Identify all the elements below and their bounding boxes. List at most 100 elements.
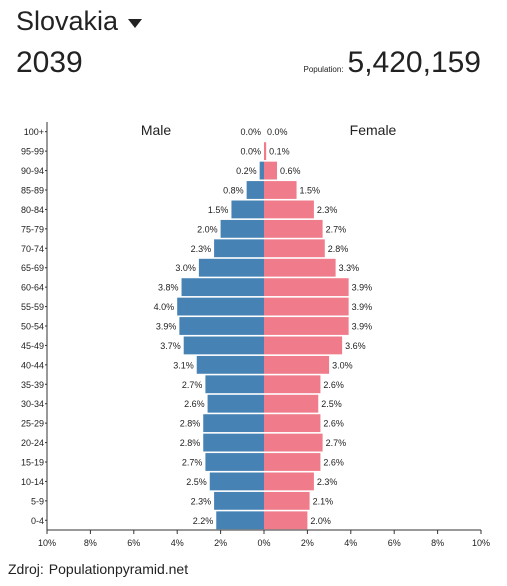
caret-down-icon (128, 19, 143, 28)
male-bar (246, 181, 264, 199)
male-value-label: 2.7% (182, 458, 203, 468)
female-bar (264, 433, 323, 452)
age-group-label: 50-54 (21, 322, 44, 332)
male-value-label: 2.7% (182, 380, 203, 390)
male-bar (203, 414, 264, 433)
male-bar (181, 278, 264, 297)
x-tick-label: 4% (344, 538, 357, 548)
female-bar (264, 239, 325, 258)
female-value-label: 0.6% (280, 166, 301, 176)
female-bar (264, 511, 308, 530)
male-bar (214, 239, 264, 258)
female-bar (264, 491, 310, 510)
female-bar (264, 414, 321, 433)
age-group-label: 5-9 (31, 496, 44, 506)
male-value-label: 2.5% (186, 477, 207, 487)
x-tick-label: 8% (84, 538, 97, 548)
age-group-label: 70-74 (21, 244, 44, 254)
male-bar (203, 433, 264, 452)
female-value-label: 2.5% (321, 399, 342, 409)
female-value-label: 2.7% (326, 438, 347, 448)
age-group-label: 100+ (24, 127, 44, 137)
age-group-label: 55-59 (21, 302, 44, 312)
male-value-label: 4.0% (154, 302, 175, 312)
age-group-label: 85-89 (21, 186, 44, 196)
female-value-label: 2.8% (328, 244, 349, 254)
male-value-label: 3.9% (156, 322, 177, 332)
age-group-label: 75-79 (21, 224, 44, 234)
female-bar (264, 297, 349, 316)
age-group-label: 20-24 (21, 438, 44, 448)
x-tick-label: 10% (38, 538, 56, 548)
population-summary: Population: 5,420,159 (304, 46, 482, 80)
female-value-label: 1.5% (300, 186, 321, 196)
female-bar (264, 453, 321, 471)
male-value-label: 0.2% (236, 166, 257, 176)
female-bar (264, 219, 323, 238)
female-value-label: 2.6% (323, 380, 344, 390)
age-group-label: 10-14 (21, 477, 44, 487)
female-value-label: 0.1% (269, 147, 290, 157)
male-value-label: 2.0% (197, 224, 218, 234)
female-value-label: 3.0% (332, 360, 353, 370)
age-group-label: 80-84 (21, 205, 44, 215)
female-value-label: 3.9% (352, 322, 373, 332)
country-name: Slovakia (16, 6, 119, 36)
age-group-label: 65-69 (21, 263, 44, 273)
male-bar (259, 161, 264, 180)
female-bar (264, 200, 314, 219)
male-bar (177, 297, 264, 316)
male-bar (216, 511, 264, 530)
female-bar (264, 278, 349, 297)
source-link[interactable]: Populationpyramid.net (48, 561, 189, 577)
female-bar (264, 472, 314, 491)
x-tick-label: 10% (472, 538, 490, 548)
female-bar (264, 161, 278, 180)
x-tick-label: 0% (257, 538, 270, 548)
male-value-label: 2.3% (191, 496, 212, 506)
population-label: Population: (303, 65, 344, 74)
x-tick-label: 2% (301, 538, 314, 548)
male-value-label: 2.2% (193, 516, 214, 526)
male-bar (183, 336, 264, 355)
male-bar (179, 317, 264, 335)
male-value-label: 3.7% (160, 341, 181, 351)
x-tick-label: 8% (431, 538, 444, 548)
female-value-label: 2.0% (310, 516, 331, 526)
x-tick-label: 6% (388, 538, 401, 548)
age-group-label: 35-39 (21, 380, 44, 390)
source-label: Zdroj: (8, 561, 44, 577)
age-group-label: 15-19 (21, 458, 44, 468)
female-bar (264, 258, 336, 277)
female-bar (264, 375, 321, 394)
female-bar (264, 181, 297, 199)
x-tick-label: 2% (214, 538, 227, 548)
age-group-label: 90-94 (21, 166, 44, 176)
female-value-label: 2.7% (326, 224, 347, 234)
female-value-label: 2.1% (313, 496, 334, 506)
female-value-label: 3.6% (345, 341, 366, 351)
age-group-label: 25-29 (21, 419, 44, 429)
male-value-label: 2.8% (180, 419, 201, 429)
male-bar (231, 200, 264, 219)
age-group-label: 0-4 (31, 516, 44, 526)
female-value-label: 2.6% (323, 458, 344, 468)
male-value-label: 0.0% (240, 147, 261, 157)
female-bar (264, 336, 343, 355)
age-group-label: 95-99 (21, 147, 44, 157)
age-group-label: 45-49 (21, 341, 44, 351)
male-bar (220, 219, 264, 238)
male-value-label: 0.0% (240, 127, 261, 137)
male-value-label: 2.3% (191, 244, 212, 254)
age-group-label: 40-44 (21, 360, 44, 370)
female-bar (264, 394, 319, 413)
country-selector[interactable]: Slovakia (16, 6, 143, 37)
source-line: Zdroj: Populationpyramid.net (8, 561, 188, 577)
male-bar (207, 394, 264, 413)
female-value-label: 2.3% (317, 205, 338, 215)
female-value-label: 2.6% (323, 419, 344, 429)
male-value-label: 2.8% (180, 438, 201, 448)
male-value-label: 1.5% (208, 205, 229, 215)
male-bar (205, 375, 264, 394)
